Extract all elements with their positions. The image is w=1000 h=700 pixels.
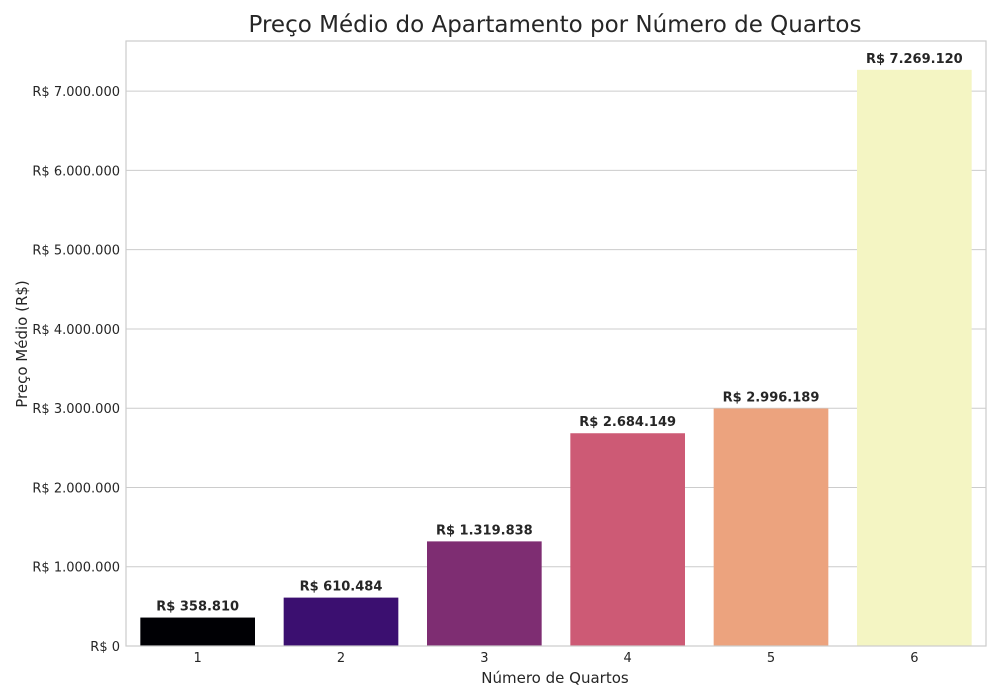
x-tick-label: 1 (194, 651, 202, 666)
y-axis-label: Preço Médio (R$) (13, 280, 31, 408)
y-tick-label: R$ 7.000.000 (32, 85, 120, 100)
bars (140, 70, 971, 646)
x-tick-label: 6 (910, 651, 918, 666)
bar (714, 409, 829, 646)
bar-value-label: R$ 7.269.120 (866, 52, 963, 67)
x-tick-label: 2 (337, 651, 345, 666)
y-tick-label: R$ 4.000.000 (32, 323, 120, 338)
chart-title: Preço Médio do Apartamento por Número de… (249, 12, 862, 38)
bar (140, 618, 255, 646)
y-axis-ticks: R$ 0 R$ 1.000.000 R$ 2.000.000 R$ 3.000.000… (32, 85, 120, 655)
bar-value-label: R$ 610.484 (300, 580, 383, 595)
y-tick-label: R$ 3.000.000 (32, 402, 120, 417)
bar (857, 70, 972, 646)
x-axis-ticks: 1 2 3 4 5 6 (194, 651, 919, 666)
bar (427, 541, 542, 646)
bar-value-label: R$ 1.319.838 (436, 523, 533, 538)
y-tick-label: R$ 5.000.000 (32, 244, 120, 259)
x-axis-label: Número de Quartos (481, 669, 629, 687)
bar-value-label: R$ 2.996.189 (723, 391, 820, 406)
y-tick-label: R$ 6.000.000 (32, 164, 120, 179)
x-tick-label: 3 (480, 651, 488, 666)
y-tick-label: R$ 0 (90, 640, 120, 655)
x-tick-label: 5 (767, 651, 775, 666)
bar (284, 598, 399, 646)
data-labels: R$ 358.810 R$ 610.484 R$ 1.319.838 R$ 2.684… (156, 52, 962, 615)
bar-value-label: R$ 2.684.149 (579, 415, 676, 430)
bar (570, 433, 685, 646)
bar-value-label: R$ 358.810 (156, 600, 239, 615)
y-tick-label: R$ 1.000.000 (32, 561, 120, 576)
y-tick-label: R$ 2.000.000 (32, 481, 120, 496)
x-tick-label: 4 (624, 651, 632, 666)
